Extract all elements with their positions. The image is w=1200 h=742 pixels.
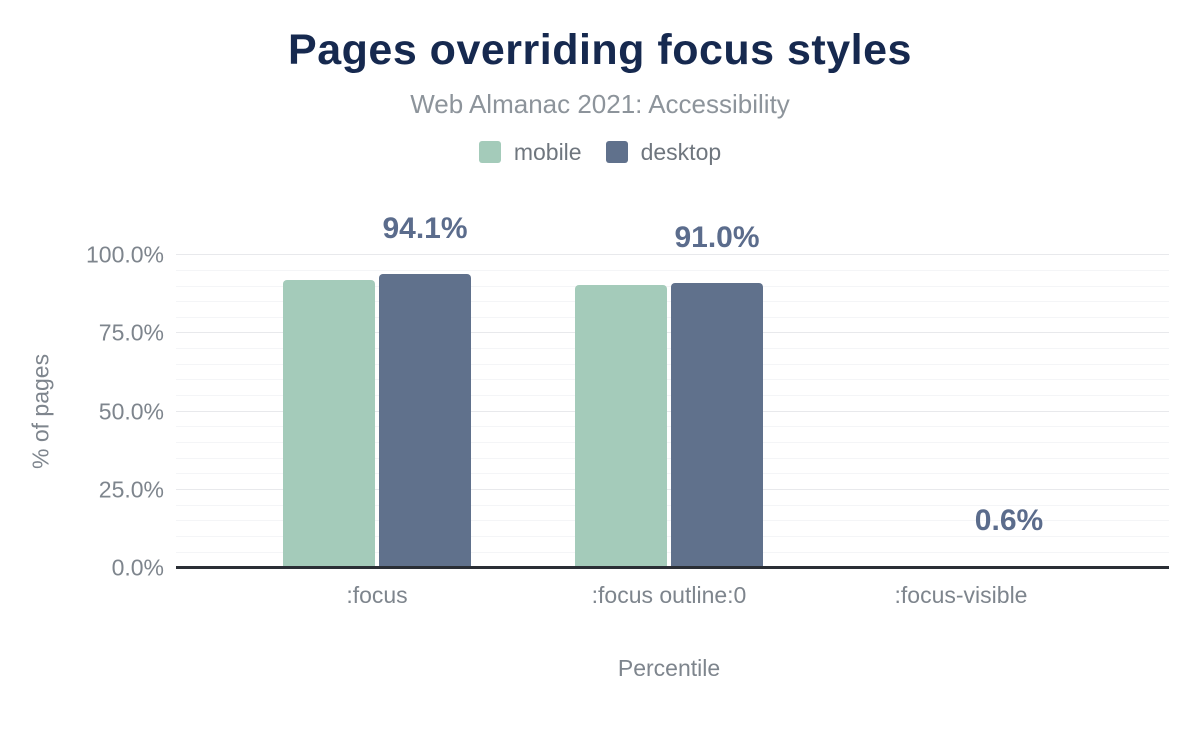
chart-body: % of pages 0.0% 25.0% 50.0% 75.0% 100.0% 94.… xyxy=(0,212,1200,682)
desktop-bar[interactable] xyxy=(379,273,471,569)
x-axis-title: Percentile xyxy=(617,655,721,682)
chart-title: Pages overriding focus styles xyxy=(288,26,912,74)
bar-slot xyxy=(283,279,375,569)
bar-slot xyxy=(575,285,667,569)
bar-group: 91.0% xyxy=(523,221,815,569)
x-category-label: :focus-visible xyxy=(894,582,1028,609)
y-tick-label: 100.0% xyxy=(85,241,164,268)
legend-label: mobile xyxy=(513,138,582,165)
y-tick-label: 25.0% xyxy=(98,476,164,503)
mobile-bar[interactable] xyxy=(283,279,375,569)
bar-groups: 94.1% 91.0% 0.6% xyxy=(231,212,1107,569)
y-tick-label: 75.0% xyxy=(98,319,164,346)
chart-subtitle: Web Almanac 2021: Accessibility xyxy=(410,89,790,120)
y-axis-title: % of pages xyxy=(27,354,54,470)
x-axis-labels: :focus :focus outline:0 :focus-visible xyxy=(231,582,1107,609)
bar-group: 0.6% xyxy=(815,255,1107,569)
value-label: 94.1% xyxy=(382,211,468,245)
y-tick-label: 50.0% xyxy=(98,398,164,425)
mobile-swatch-icon xyxy=(478,141,501,164)
mobile-bar[interactable] xyxy=(575,285,667,569)
bar-group: 94.1% xyxy=(231,212,523,569)
legend-label: desktop xyxy=(640,138,722,165)
chart-legend: mobile desktop xyxy=(0,138,1200,166)
desktop-bar[interactable] xyxy=(671,283,763,569)
y-tick-label: 0.0% xyxy=(111,554,164,581)
bar-slot: 94.1% xyxy=(379,212,471,569)
x-axis-line xyxy=(176,566,1169,570)
major-gridline xyxy=(176,254,1169,256)
plot-area: 94.1% 91.0% 0.6% xyxy=(176,212,1169,570)
value-label: 0.6% xyxy=(974,504,1044,538)
desktop-swatch-icon xyxy=(605,141,628,164)
legend-item-mobile[interactable]: mobile xyxy=(478,138,582,166)
value-label: 91.0% xyxy=(674,221,760,255)
bar-slot: 91.0% xyxy=(671,221,763,569)
x-category-label: :focus outline:0 xyxy=(591,582,747,609)
legend-item-desktop[interactable]: desktop xyxy=(605,138,722,166)
chart-figure: Pages overriding focus styles Web Almana… xyxy=(0,26,1200,742)
minor-gridline xyxy=(176,269,1169,271)
y-axis-ticks: 0.0% 25.0% 50.0% 75.0% 100.0% xyxy=(76,242,176,581)
bar-slot: 0.6% xyxy=(963,504,1055,569)
x-category-label: :focus xyxy=(346,582,408,609)
